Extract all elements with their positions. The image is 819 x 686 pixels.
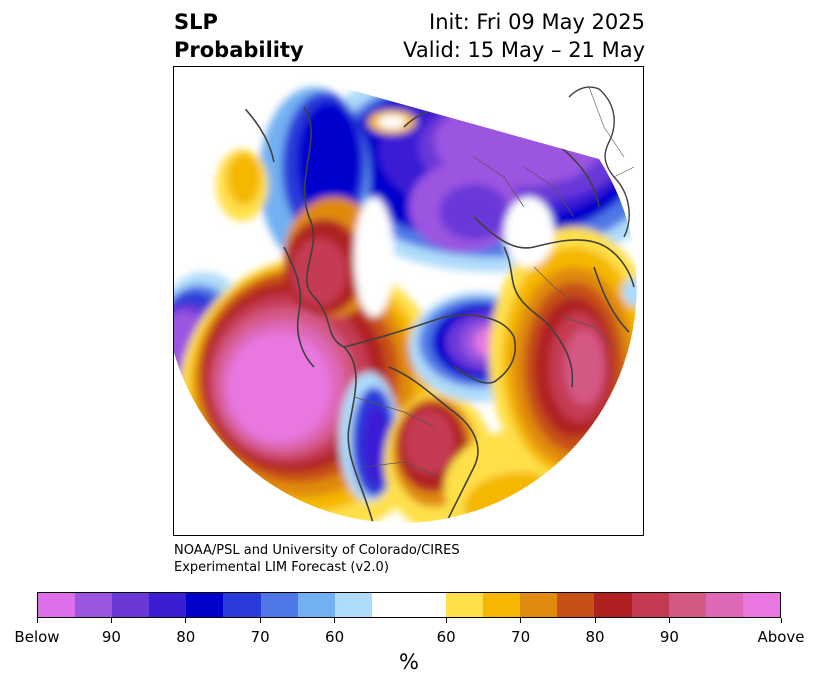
colorbar [37, 592, 781, 618]
colorbar-tick-label: 80 [176, 628, 196, 646]
colorbar-tick-label: Below [14, 628, 60, 646]
colorbar-tick [259, 618, 261, 623]
colorbar-tick-label: 90 [659, 628, 679, 646]
credit-line-1: NOAA/PSL and University of Colorado/CIRE… [174, 543, 460, 558]
colorbar-tick [36, 618, 38, 623]
outer-outline [568, 86, 630, 238]
credit-text: NOAA/PSL and University of Colorado/CIRE… [174, 542, 460, 576]
colorbar-tick [185, 618, 187, 623]
colorbar-tick [668, 618, 670, 623]
probability-field [174, 75, 637, 523]
colorbar-segment [186, 593, 224, 617]
colorbar-segment [297, 593, 335, 617]
init-date: Init: Fri 09 May 2025 [429, 10, 645, 34]
colorbar-segment [38, 593, 76, 617]
colorbar-segment [260, 593, 298, 617]
colorbar-segment [705, 593, 743, 617]
colorbar-segment [112, 593, 150, 617]
colorbar-tick [445, 618, 447, 623]
polar-map-svg [174, 75, 637, 523]
valid-range: Valid: 15 May – 21 May [403, 38, 645, 62]
colorbar-tick [780, 618, 782, 623]
colorbar-segment [631, 593, 669, 617]
colorbar-tick-label: 70 [511, 628, 531, 646]
colorbar-segment [371, 593, 447, 617]
colorbar-tick-label: 90 [101, 628, 121, 646]
colorbar-tick [334, 618, 336, 623]
colorbar-segment [75, 593, 113, 617]
colorbar-segment [742, 593, 780, 617]
colorbar-segment [520, 593, 558, 617]
colorbar-tick-label: Above [757, 628, 805, 646]
colorbar-segment [446, 593, 484, 617]
colorbar-segment [594, 593, 632, 617]
colorbar-tick [594, 618, 596, 623]
colorbar-tick-label: 60 [325, 628, 345, 646]
colorbar-segment [668, 593, 706, 617]
colorbar-unit: % [399, 650, 419, 674]
polar-map [173, 66, 644, 536]
forecast-dates: Init: Fri 09 May 2025 Valid: 15 May – 21… [403, 8, 645, 64]
colorbar-segment [483, 593, 521, 617]
colorbar-tick-label: 70 [250, 628, 270, 646]
colorbar-segment [334, 593, 372, 617]
borders [353, 156, 615, 478]
title-line-slp: SLP [174, 10, 218, 34]
credit-line-2: Experimental LIM Forecast (v2.0) [174, 560, 389, 575]
colorbar-tick-label: 80 [585, 628, 605, 646]
colorbar-segment [223, 593, 261, 617]
title-line-probability: Probability [174, 38, 304, 62]
colorbar-tick-label: 60 [436, 628, 456, 646]
outer-borders [588, 86, 635, 178]
colorbar-segment [149, 593, 187, 617]
colorbar-tick [110, 618, 112, 623]
colorbar-segment [557, 593, 595, 617]
map-title: SLP Probability [174, 8, 304, 64]
colorbar-tick [520, 618, 522, 623]
